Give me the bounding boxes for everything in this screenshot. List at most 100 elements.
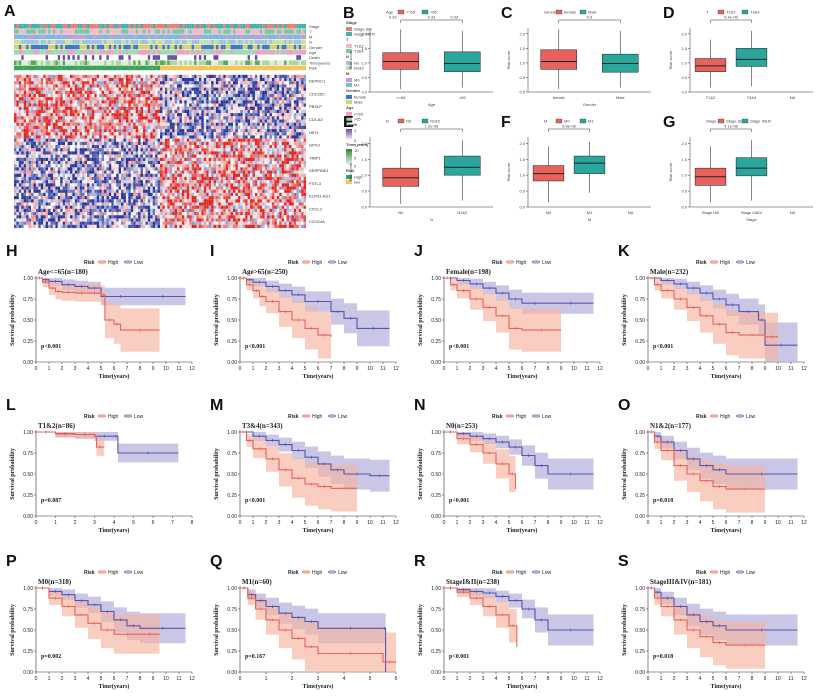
- heatmap-cell: [128, 100, 131, 104]
- heatmap-cell: [89, 100, 92, 104]
- heatmap-cell: [67, 132, 71, 136]
- heatmap-cell: [23, 176, 27, 181]
- heatmap-cell: [237, 173, 241, 177]
- heatmap-cell: [267, 122, 270, 126]
- heatmap-cell: [203, 132, 207, 136]
- heatmap-cell: [167, 74, 170, 79]
- heatmap-cell: [174, 129, 178, 133]
- annotation-cell: [288, 60, 292, 65]
- heatmap-cell: [235, 74, 238, 79]
- heatmap-cell: [276, 113, 280, 117]
- annotation-cell: [101, 44, 105, 50]
- heatmap-cell: [14, 170, 17, 174]
- heatmap-cell: [77, 103, 80, 107]
- annotation-cell: [228, 24, 231, 29]
- heatmap-cell: [177, 141, 180, 146]
- heatmap-cell: [250, 87, 253, 91]
- heatmap-cell: [172, 77, 175, 82]
- heatmap-cell: [23, 129, 27, 133]
- annotation-cell: [14, 34, 17, 39]
- heatmap-cell: [225, 132, 229, 136]
- annotation-cell: [150, 50, 153, 55]
- heatmap-cell: [162, 113, 165, 117]
- heatmap-cell: [164, 113, 168, 117]
- heatmap-cell: [77, 129, 80, 133]
- annotation-cell: [18, 50, 22, 55]
- heatmap-cell: [43, 106, 46, 110]
- heatmap-cell: [184, 106, 187, 110]
- heatmap-cell: [264, 103, 268, 107]
- heatmap-cell: [118, 164, 122, 168]
- heatmap-cell: [40, 119, 44, 123]
- heatmap-cell: [269, 81, 272, 85]
- heatmap-cell: [267, 81, 270, 85]
- heatmap-cell: [140, 77, 144, 82]
- annotation-cell: [50, 39, 53, 45]
- heatmap-cell: [38, 119, 41, 123]
- heatmap-cell: [155, 84, 158, 88]
- heatmap-cell: [130, 154, 134, 158]
- heatmap-cell: [111, 106, 114, 110]
- heatmap-cell: [128, 135, 131, 139]
- heatmap-cell: [82, 103, 85, 107]
- annotation-cell: [74, 55, 78, 60]
- heatmap-cell: [125, 87, 129, 91]
- heatmap-cell: [208, 81, 212, 85]
- heatmap-cell: [271, 145, 275, 149]
- heatmap-cell: [94, 77, 97, 82]
- heatmap-cell: [215, 129, 219, 133]
- annotation-cell: [189, 24, 192, 29]
- heatmap-cell: [138, 154, 141, 158]
- heatmap-cell: [33, 170, 36, 174]
- heatmap-cell: [286, 100, 290, 104]
- heatmap-cell: [177, 106, 180, 110]
- heatmap-cell: [91, 173, 95, 177]
- annotation-cell: [298, 34, 302, 39]
- heatmap-cell: [125, 97, 129, 101]
- heatmap-cell: [250, 77, 253, 82]
- heatmap-cell: [262, 164, 265, 168]
- heatmap-cell: [167, 164, 170, 168]
- heatmap-cell: [99, 164, 102, 168]
- heatmap-cell: [147, 125, 151, 130]
- heatmap-cell: [160, 125, 163, 130]
- annotation-cell: [145, 29, 148, 34]
- heatmap-cell: [82, 113, 85, 117]
- heatmap-cell: [230, 138, 234, 142]
- heatmap-cell: [184, 135, 187, 139]
- heatmap-cell: [181, 77, 185, 82]
- heatmap-cell: [118, 93, 122, 98]
- heatmap-cell: [274, 106, 277, 110]
- heatmap-cell: [14, 141, 17, 146]
- heatmap-cell: [254, 97, 258, 101]
- heatmap-cell: [26, 103, 29, 107]
- annotation-cell: [26, 60, 29, 65]
- heatmap-cell: [242, 84, 246, 88]
- heatmap-cell: [233, 132, 236, 136]
- heatmap-cell: [296, 173, 299, 177]
- heatmap-cell: [298, 164, 302, 168]
- annotation-cell: [79, 65, 83, 71]
- annotation-cell: [40, 60, 44, 65]
- heatmap-cell: [87, 93, 90, 98]
- annotation-cell: [106, 55, 109, 60]
- heatmap-cell: [33, 167, 36, 171]
- heatmap-cell: [104, 167, 107, 171]
- heatmap-cell: [31, 125, 34, 130]
- annotation-cell: [45, 34, 49, 39]
- heatmap-cell: [247, 119, 251, 123]
- heatmap-cell: [303, 173, 307, 177]
- heatmap-cell: [247, 113, 251, 117]
- heatmap-cell: [79, 157, 83, 162]
- annotation-cell: [89, 34, 92, 39]
- heatmap-cell: [77, 97, 80, 101]
- annotation-cell: [288, 24, 292, 29]
- heatmap-cell: [206, 74, 209, 79]
- heatmap-cell: [96, 74, 100, 79]
- heatmap-cell: [206, 109, 209, 114]
- heatmap-cell: [111, 93, 114, 98]
- heatmap-cell: [293, 129, 297, 133]
- heatmap-cell: [62, 176, 66, 181]
- heatmap-cell: [276, 84, 280, 88]
- heatmap-cell: [276, 167, 280, 171]
